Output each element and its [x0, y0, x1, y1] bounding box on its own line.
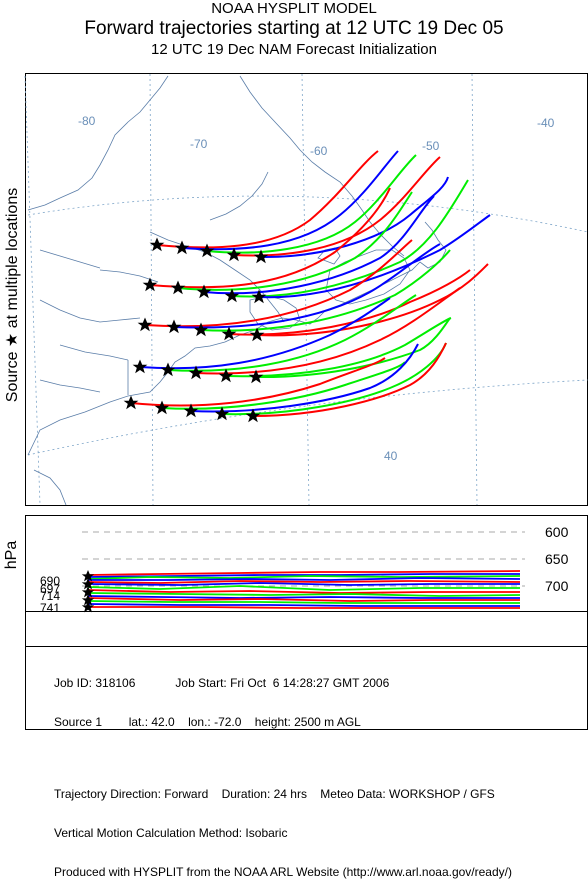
trajectory [173, 243, 441, 329]
run-info: Job ID: 318106 Job Start: Fri Oct 6 14:2… [54, 651, 512, 892]
trajectory [231, 179, 469, 298]
source-star-icon [154, 400, 170, 415]
pressure-level-label: 700 [545, 578, 569, 594]
trajectory [255, 317, 451, 379]
trajectory [156, 150, 379, 249]
trajectory [195, 287, 461, 375]
trajectory [203, 195, 435, 295]
vertical-trajectory [87, 592, 521, 597]
vertical-trajectory [87, 575, 521, 580]
source-star-icon [188, 365, 204, 380]
map-frame [25, 73, 588, 506]
trajectory [144, 239, 413, 328]
pressure-level-label: 650 [545, 551, 569, 567]
vertical-source-stars [81, 570, 95, 613]
source-star-icon [81, 570, 95, 582]
vertical-trajectory [87, 589, 520, 594]
vertical-trajectory [87, 595, 520, 599]
source-star-icon [224, 288, 240, 303]
vertical-trajectory [87, 580, 521, 584]
source-star-icon [137, 317, 153, 332]
trajectory [258, 214, 491, 299]
source-star-icon [226, 247, 242, 262]
source-star-icon [196, 284, 212, 299]
trajectory [181, 150, 399, 251]
pressure-level-label: 600 [545, 524, 569, 540]
title-sub: 12 UTC 19 Dec NAM Forecast Initializatio… [151, 41, 437, 58]
trajectories [130, 150, 491, 417]
source-star-icon [142, 277, 158, 292]
source-star-icon [149, 237, 165, 252]
start-level-label: 690 [40, 574, 60, 588]
source-star-icon [199, 243, 215, 258]
info-source: Source 1 lat.: 42.0 lon.: -72.0 height: … [54, 715, 361, 729]
lon-label-60: -60 [310, 144, 328, 158]
trajectory [161, 361, 406, 410]
vertical-trajectory [87, 603, 520, 607]
source-star-icon [81, 586, 95, 598]
trajectory [167, 294, 417, 372]
source-star-icon [193, 322, 209, 337]
trajectory [139, 297, 391, 370]
vertical-trajectory [88, 577, 521, 581]
lon-label-70: -70 [190, 137, 208, 151]
source-star-icon [123, 395, 139, 410]
trajectory [260, 176, 449, 259]
title-main: Forward trajectories starting at 12 UTC … [84, 18, 504, 39]
source-star-icon [253, 249, 269, 264]
vertical-trajectory [87, 585, 520, 591]
vertical-trajectory [88, 606, 520, 609]
spacer-frame [25, 611, 588, 647]
vertical-trajectories [87, 570, 521, 609]
info-direction: Trajectory Direction: Forward Duration: … [54, 787, 495, 801]
source-star-icon [81, 594, 95, 606]
trajectory [149, 187, 391, 289]
source-star-icon [81, 578, 95, 590]
trajectory [130, 357, 386, 407]
lon-label-40: -40 [537, 116, 555, 130]
trajectory [225, 317, 452, 378]
trajectory [190, 343, 419, 413]
vertical-trajectory [87, 573, 520, 578]
source-star-icon [245, 408, 261, 423]
title-model: NOAA HYSPLIT MODEL [211, 0, 377, 17]
trajectory [221, 342, 447, 416]
vertical-trajectory [87, 600, 520, 604]
start-level-label: 697 [40, 582, 60, 596]
figure-canvas: -80 -70 -60 -50 -40 40 [24, 73, 588, 730]
source-star-icon [81, 601, 95, 613]
source-star-icon [160, 362, 176, 377]
trajectory [252, 342, 447, 417]
source-star-icon [221, 326, 237, 341]
vertical-trajectory [87, 570, 521, 576]
trajectory [177, 191, 413, 291]
source-star-icon [218, 368, 234, 383]
source-star-icon [249, 327, 265, 342]
source-stars [123, 237, 269, 423]
info-vertical-method: Vertical Motion Calculation Method: Isob… [54, 826, 288, 840]
start-level-label: 714 [40, 589, 60, 603]
info-job: Job ID: 318106 Job Start: Fri Oct 6 14:2… [54, 676, 390, 690]
info-produced: Produced with HYSPLIT from the NOAA ARL … [54, 865, 512, 879]
source-star-icon [170, 280, 186, 295]
coastlines [27, 75, 447, 506]
trajectory [233, 156, 441, 257]
source-star-icon [248, 369, 264, 384]
vertical-trajectory [87, 582, 520, 586]
source-star-icon [174, 240, 190, 255]
trajectory [206, 154, 417, 254]
trajectory [256, 263, 489, 337]
lon-label-80: -80 [78, 114, 96, 128]
source-star-icon [166, 319, 182, 334]
lon-label-50: -50 [422, 139, 440, 153]
pressure-gridlines [82, 531, 525, 587]
start-level-label: 741 [40, 601, 60, 615]
lat-label-40: 40 [384, 449, 398, 463]
source-star-icon [251, 289, 267, 304]
vertical-trajectory [87, 597, 520, 602]
source-star-icon [183, 403, 199, 418]
source-star-icon [132, 359, 148, 374]
graticule [24, 73, 588, 506]
source-star-icon [214, 406, 230, 421]
